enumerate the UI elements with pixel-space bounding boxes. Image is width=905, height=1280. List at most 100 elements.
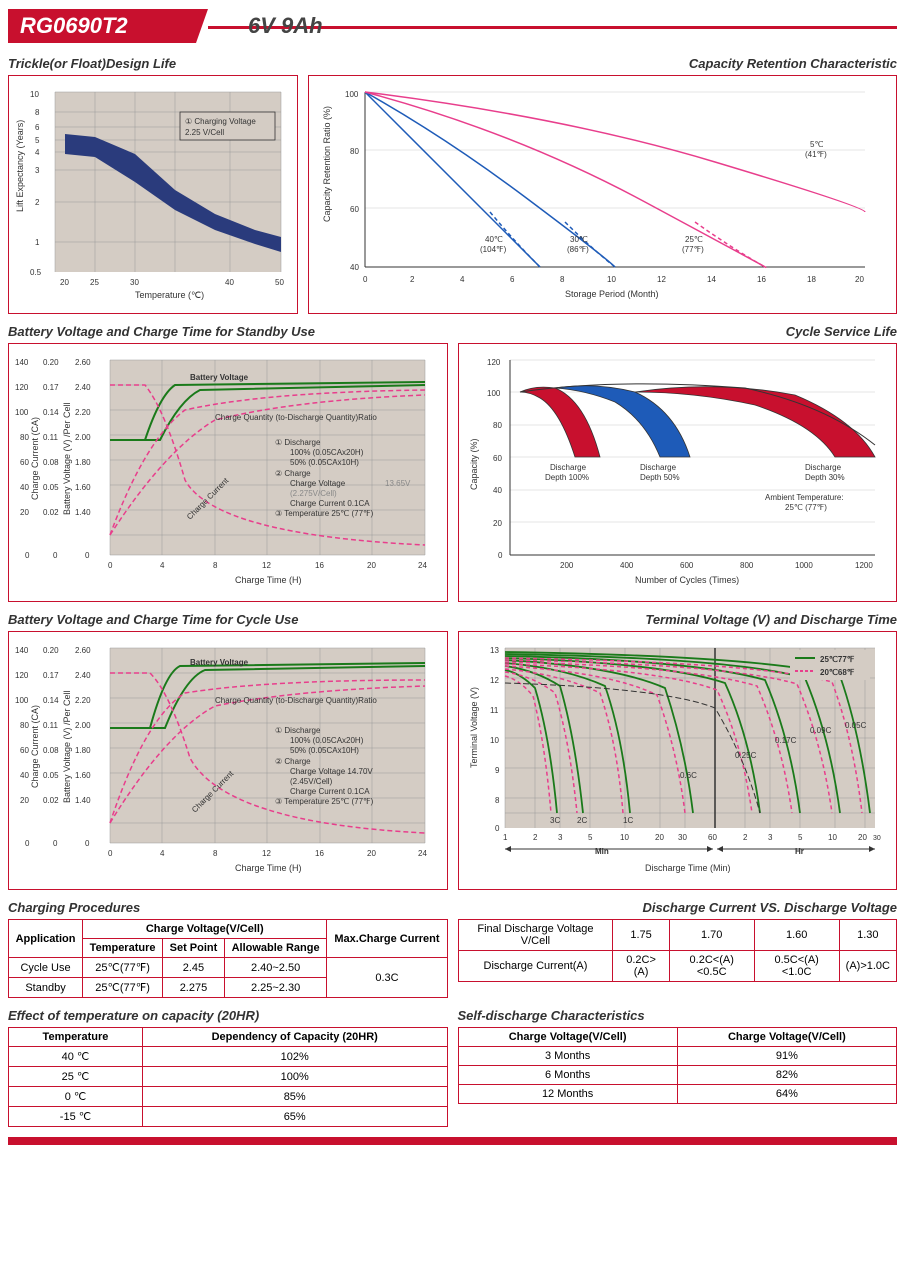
svg-text:① Discharge: ① Discharge: [275, 438, 321, 447]
svg-text:12: 12: [490, 676, 499, 685]
svg-text:100: 100: [15, 408, 29, 417]
svg-text:Depth 50%: Depth 50%: [640, 473, 680, 482]
svg-text:0: 0: [363, 275, 368, 284]
svg-text:4: 4: [35, 148, 40, 157]
svg-text:800: 800: [740, 561, 754, 570]
svg-text:① Charging Voltage: ① Charging Voltage: [185, 117, 256, 126]
svg-text:Charge Quantity (to-Discharge: Charge Quantity (to-Discharge Quantity)R…: [215, 696, 377, 705]
svg-text:0: 0: [108, 849, 113, 858]
svg-text:0: 0: [85, 551, 90, 560]
svg-text:Temperature (℃): Temperature (℃): [135, 290, 204, 300]
svg-text:Charge Current 0.1CA: Charge Current 0.1CA: [290, 787, 370, 796]
svg-text:② Charge: ② Charge: [275, 757, 311, 766]
self-discharge-table: Charge Voltage(V/Cell)Charge Voltage(V/C…: [458, 1027, 898, 1104]
svg-text:3: 3: [558, 833, 563, 842]
chart2-box: 40℃(104℉) 30℃(86℉) 25℃(77℉) 5℃(41℉) 1008…: [308, 75, 897, 314]
svg-text:(104℉): (104℉): [480, 245, 507, 254]
svg-text:20: 20: [855, 275, 864, 284]
svg-text:100: 100: [345, 90, 359, 99]
svg-text:2.00: 2.00: [75, 721, 91, 730]
chart4-title: Cycle Service Life: [458, 324, 898, 339]
svg-text:Ambient Temperature:: Ambient Temperature:: [765, 493, 844, 502]
svg-text:40℃: 40℃: [485, 235, 503, 244]
svg-text:② Charge: ② Charge: [275, 469, 311, 478]
svg-text:Battery Voltage: Battery Voltage: [190, 373, 249, 382]
svg-text:40: 40: [493, 486, 502, 495]
svg-text:13.65V: 13.65V: [385, 479, 411, 488]
svg-text:140: 140: [15, 358, 29, 367]
svg-text:Discharge: Discharge: [805, 463, 842, 472]
svg-text:0.20: 0.20: [43, 646, 59, 655]
svg-text:12: 12: [657, 275, 666, 284]
svg-text:8: 8: [495, 796, 500, 805]
svg-text:2.40: 2.40: [75, 383, 91, 392]
svg-text:10: 10: [828, 833, 837, 842]
svg-text:100% (0.05CAx20H): 100% (0.05CAx20H): [290, 736, 364, 745]
svg-text:60: 60: [350, 205, 359, 214]
chart5-svg: Battery Voltage Charge Quantity (to-Disc…: [15, 638, 435, 878]
footer-bar: [8, 1137, 897, 1145]
svg-text:1.60: 1.60: [75, 483, 91, 492]
svg-text:Depth 30%: Depth 30%: [805, 473, 845, 482]
svg-text:12: 12: [262, 561, 271, 570]
svg-text:8: 8: [213, 561, 218, 570]
svg-text:0.20: 0.20: [43, 358, 59, 367]
svg-text:0.08: 0.08: [43, 458, 59, 467]
svg-text:30℃: 30℃: [570, 235, 588, 244]
svg-text:2C: 2C: [577, 816, 587, 825]
chart5-box: Battery Voltage Charge Quantity (to-Disc…: [8, 631, 448, 890]
svg-text:0.08: 0.08: [43, 746, 59, 755]
svg-text:1: 1: [35, 238, 40, 247]
svg-text:Capacity Retention Ratio (%): Capacity Retention Ratio (%): [322, 106, 332, 222]
svg-text:Battery Voltage (V) /Per Cell: Battery Voltage (V) /Per Cell: [62, 690, 72, 803]
svg-text:0.02: 0.02: [43, 508, 59, 517]
svg-text:Charge Current (CA): Charge Current (CA): [30, 705, 40, 788]
svg-text:0.09C: 0.09C: [810, 726, 832, 735]
chart2-svg: 40℃(104℉) 30℃(86℉) 25℃(77℉) 5℃(41℉) 1008…: [315, 82, 875, 302]
svg-text:1: 1: [503, 833, 508, 842]
svg-text:60: 60: [20, 458, 29, 467]
svg-text:10: 10: [620, 833, 629, 842]
svg-text:1C: 1C: [623, 816, 633, 825]
svg-text:1.60: 1.60: [75, 771, 91, 780]
svg-text:40: 40: [20, 771, 29, 780]
svg-text:20: 20: [20, 796, 29, 805]
svg-text:24: 24: [418, 561, 427, 570]
chart5-title: Battery Voltage and Charge Time for Cycl…: [8, 612, 448, 627]
svg-text:20: 20: [367, 561, 376, 570]
svg-text:Min: Min: [595, 847, 609, 856]
svg-text:1.80: 1.80: [75, 746, 91, 755]
svg-text:40: 40: [350, 263, 359, 272]
svg-text:3: 3: [35, 166, 40, 175]
svg-text:Discharge: Discharge: [640, 463, 677, 472]
svg-text:60: 60: [20, 746, 29, 755]
svg-text:60: 60: [493, 454, 502, 463]
svg-text:20: 20: [493, 519, 502, 528]
svg-text:3C: 3C: [550, 816, 560, 825]
svg-text:0.17: 0.17: [43, 671, 59, 680]
svg-text:100% (0.05CAx20H): 100% (0.05CAx20H): [290, 448, 364, 457]
svg-text:50% (0.05CAx10H): 50% (0.05CAx10H): [290, 458, 359, 467]
svg-text:12: 12: [262, 849, 271, 858]
svg-text:16: 16: [315, 849, 324, 858]
svg-text:5℃: 5℃: [810, 140, 823, 149]
svg-text:8: 8: [560, 275, 565, 284]
svg-text:50: 50: [275, 278, 284, 287]
svg-text:(86℉): (86℉): [567, 245, 589, 254]
svg-text:50% (0.05CAx10H): 50% (0.05CAx10H): [290, 746, 359, 755]
svg-text:0: 0: [53, 839, 58, 848]
svg-text:80: 80: [20, 721, 29, 730]
svg-text:1200: 1200: [855, 561, 873, 570]
chart2-title: Capacity Retention Characteristic: [308, 56, 897, 71]
svg-text:140: 140: [15, 646, 29, 655]
model-badge: RG0690T2: [8, 9, 208, 43]
svg-text:20℃68℉: 20℃68℉: [820, 668, 855, 677]
svg-text:5: 5: [588, 833, 593, 842]
svg-text:Lift Expectancy (Years): Lift Expectancy (Years): [15, 120, 25, 212]
svg-text:20: 20: [655, 833, 664, 842]
svg-text:20: 20: [367, 849, 376, 858]
svg-text:6: 6: [510, 275, 515, 284]
svg-text:20: 20: [20, 508, 29, 517]
svg-text:4: 4: [460, 275, 465, 284]
svg-text:120: 120: [487, 358, 501, 367]
